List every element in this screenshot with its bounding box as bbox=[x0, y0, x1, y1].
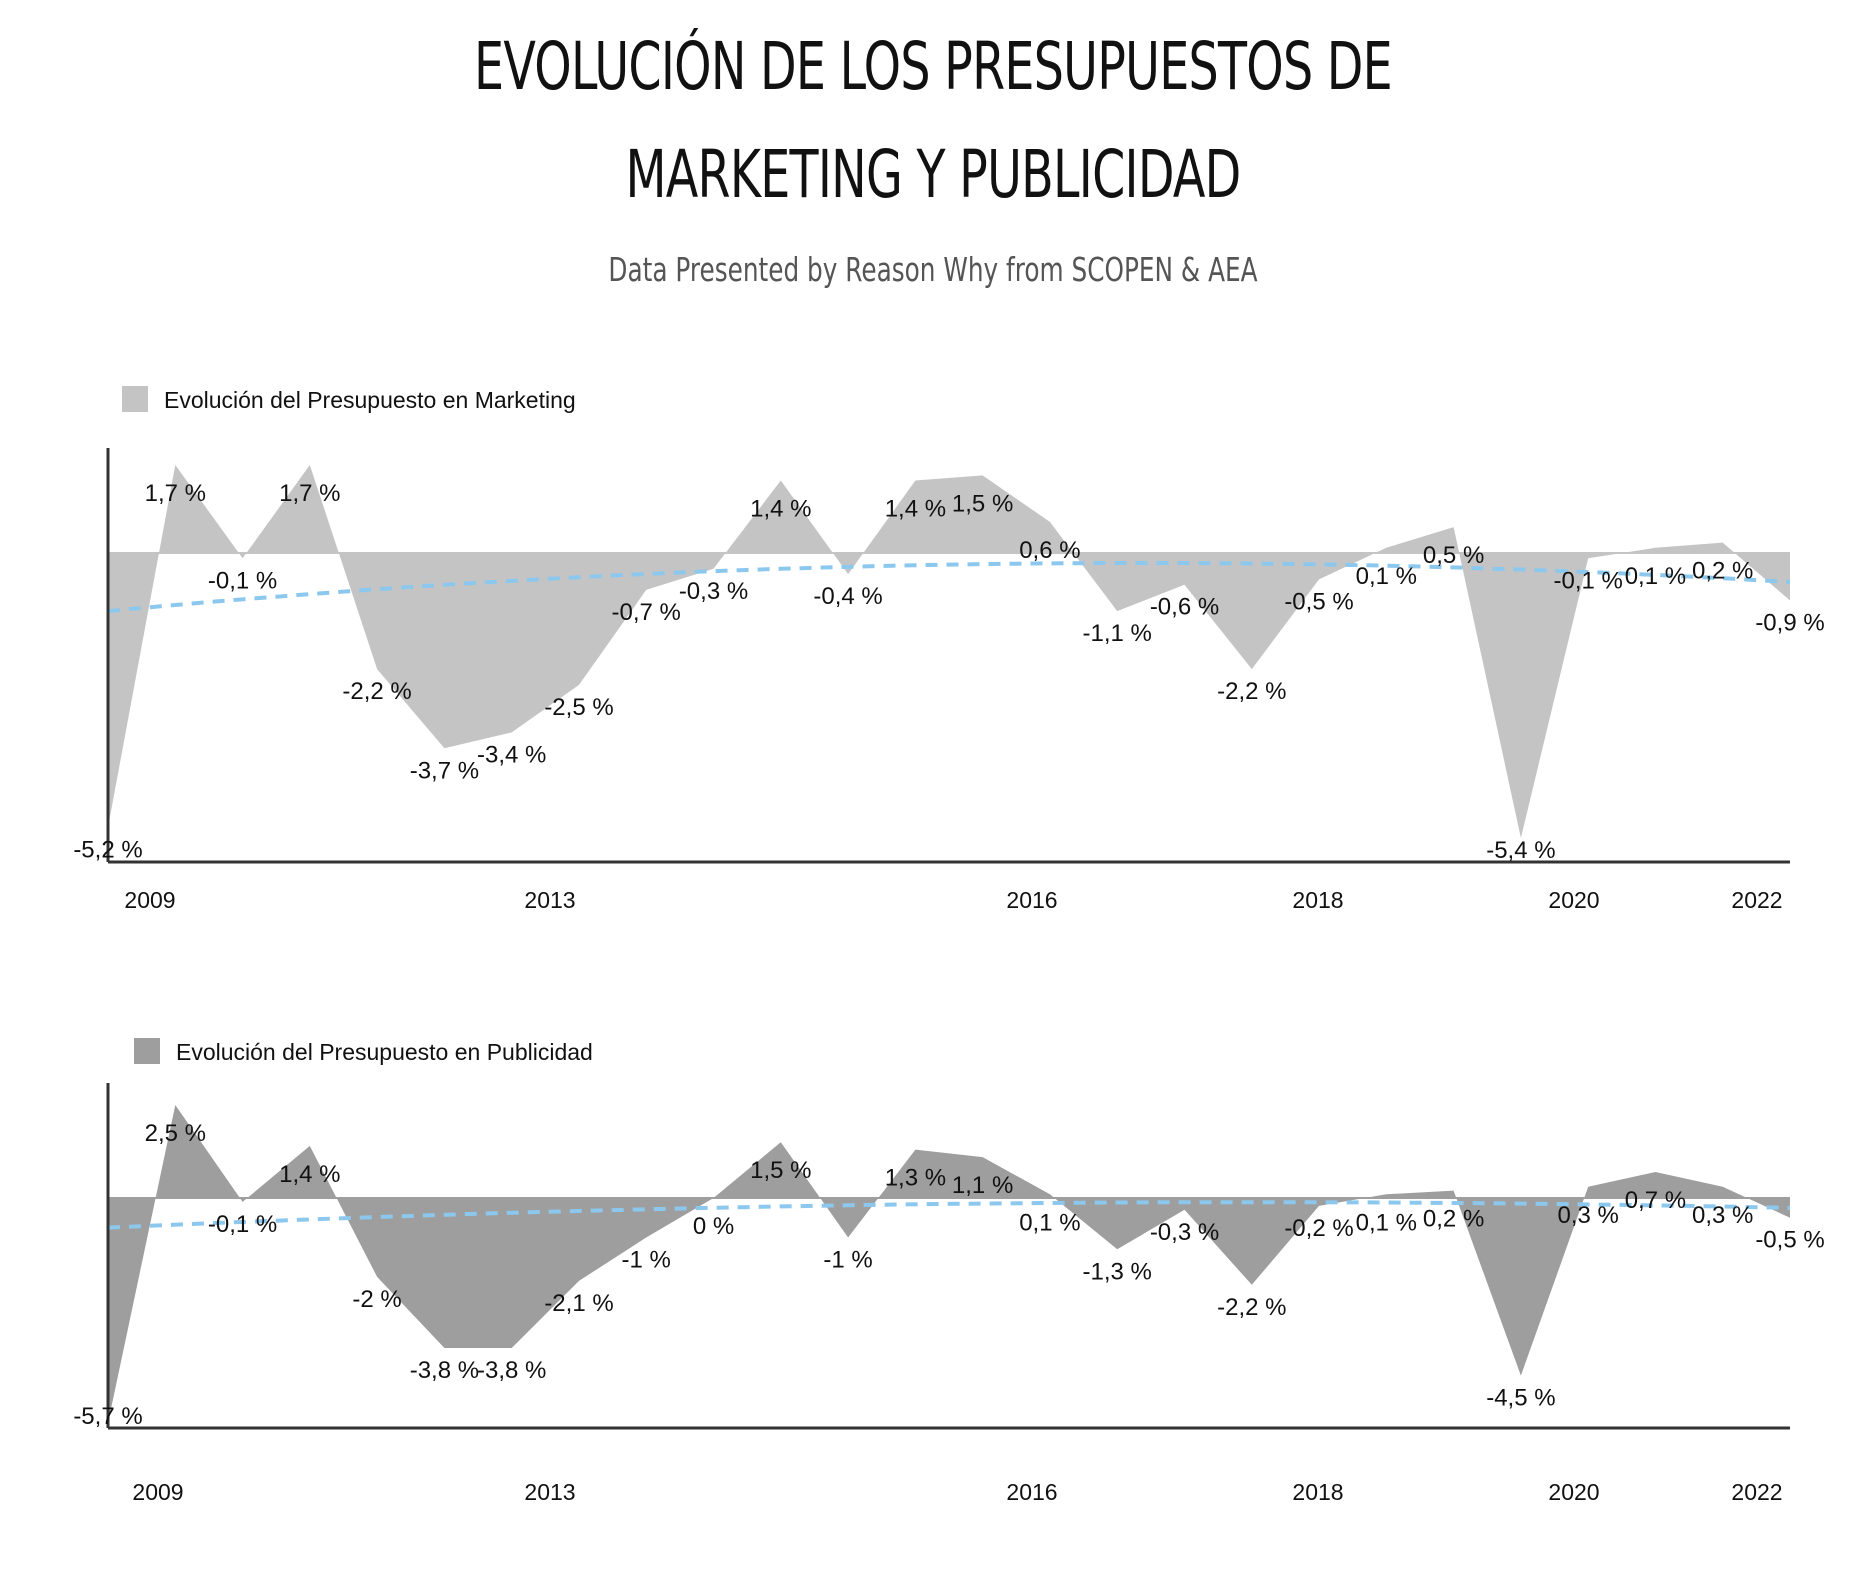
data-label: 0,1 % bbox=[1625, 563, 1686, 590]
chart-subtitle: Data Presented by Reason Why from SCOPEN… bbox=[608, 250, 1258, 289]
data-label: -2,2 % bbox=[1217, 678, 1286, 705]
data-label: -0,1 % bbox=[1554, 567, 1623, 594]
data-label: 1,7 % bbox=[145, 480, 206, 507]
data-label: 0,2 % bbox=[1423, 1206, 1484, 1233]
data-label: -5,4 % bbox=[1486, 837, 1555, 864]
legend-swatch bbox=[134, 1038, 160, 1064]
data-label: 0,2 % bbox=[1692, 558, 1753, 585]
data-label: -5,2 % bbox=[73, 836, 142, 863]
data-label: -0,5 % bbox=[1755, 1227, 1824, 1254]
data-label: -3,7 % bbox=[410, 757, 479, 784]
data-label: -0,1 % bbox=[208, 1211, 277, 1238]
data-label: 0,1 % bbox=[1019, 1209, 1080, 1236]
data-label: -1 % bbox=[823, 1247, 872, 1274]
data-label: 0,7 % bbox=[1625, 1187, 1686, 1214]
x-tick-label: 2020 bbox=[1548, 887, 1599, 913]
data-label: 0,5 % bbox=[1423, 542, 1484, 569]
data-label: 1,4 % bbox=[885, 496, 946, 523]
data-label: -3,8 % bbox=[410, 1357, 479, 1384]
data-label: 0 % bbox=[693, 1213, 734, 1240]
data-label: -0,7 % bbox=[612, 599, 681, 626]
data-label: 2,5 % bbox=[145, 1120, 206, 1147]
data-label: -1 % bbox=[622, 1247, 671, 1274]
trend-line bbox=[107, 561, 1791, 614]
publicidad-chart: Evolución del Presupuesto en Publicidad -… bbox=[73, 1038, 1825, 1505]
data-label: 0,1 % bbox=[1356, 563, 1417, 590]
data-label: -0,1 % bbox=[208, 567, 277, 594]
data-label: -0,2 % bbox=[1284, 1215, 1353, 1242]
marketing-chart: Evolución del Presupuesto en Marketing -5… bbox=[73, 386, 1825, 913]
x-tick-label: 2020 bbox=[1548, 1479, 1599, 1505]
x-tick-label: 2016 bbox=[1006, 887, 1057, 913]
data-label: -2,2 % bbox=[342, 678, 411, 705]
data-label: -0,9 % bbox=[1755, 610, 1824, 637]
data-label: -0,5 % bbox=[1284, 588, 1353, 615]
data-label: -0,6 % bbox=[1150, 594, 1219, 621]
x-tick-label: 2018 bbox=[1292, 1479, 1343, 1505]
trend-line bbox=[107, 1200, 1791, 1230]
data-label: -2,5 % bbox=[544, 694, 613, 721]
x-tick-label: 2018 bbox=[1292, 887, 1343, 913]
legend-label: Evolución del Presupuesto en Marketing bbox=[164, 387, 576, 413]
data-label: -1,1 % bbox=[1083, 620, 1152, 647]
area-series bbox=[108, 465, 1790, 838]
data-label: -3,4 % bbox=[477, 741, 546, 768]
data-label: -2,2 % bbox=[1217, 1294, 1286, 1321]
data-label: -2,1 % bbox=[544, 1290, 613, 1317]
data-label: 0,3 % bbox=[1692, 1202, 1753, 1229]
data-label: 0,3 % bbox=[1558, 1202, 1619, 1229]
area-series bbox=[108, 1105, 1790, 1423]
data-label: 1,3 % bbox=[885, 1165, 946, 1192]
data-label: 0,1 % bbox=[1356, 1209, 1417, 1236]
data-label: 1,5 % bbox=[750, 1157, 811, 1184]
x-tick-label: 2013 bbox=[524, 887, 575, 913]
x-tick-label: 2022 bbox=[1731, 887, 1782, 913]
legend-swatch bbox=[122, 386, 148, 412]
chart-title-line-2: MARKETING Y PUBLICIDAD bbox=[625, 136, 1241, 213]
chart-title-line-1: EVOLUCIÓN DE LOS PRESUPUESTOS DE bbox=[474, 28, 1393, 105]
data-label: 1,7 % bbox=[279, 480, 340, 507]
x-tick-label: 2016 bbox=[1006, 1479, 1057, 1505]
data-label: 1,1 % bbox=[952, 1172, 1013, 1199]
x-tick-label: 2022 bbox=[1731, 1479, 1782, 1505]
data-label: -0,4 % bbox=[813, 583, 882, 610]
data-label: 1,4 % bbox=[279, 1161, 340, 1188]
data-label: 0,6 % bbox=[1019, 537, 1080, 564]
data-label: -0,3 % bbox=[1150, 1219, 1219, 1246]
data-label: -0,3 % bbox=[679, 578, 748, 605]
x-tick-label: 2009 bbox=[132, 1479, 183, 1505]
data-label: -3,8 % bbox=[477, 1357, 546, 1384]
x-tick-label: 2013 bbox=[524, 1479, 575, 1505]
data-label: -1,3 % bbox=[1083, 1258, 1152, 1285]
data-label: -4,5 % bbox=[1486, 1385, 1555, 1412]
data-label: -5,7 % bbox=[73, 1403, 142, 1430]
data-label: -2 % bbox=[352, 1286, 401, 1313]
data-label: 1,4 % bbox=[750, 496, 811, 523]
data-label: 1,5 % bbox=[952, 490, 1013, 517]
x-tick-label: 2009 bbox=[124, 887, 175, 913]
legend-label: Evolución del Presupuesto en Publicidad bbox=[176, 1039, 593, 1065]
